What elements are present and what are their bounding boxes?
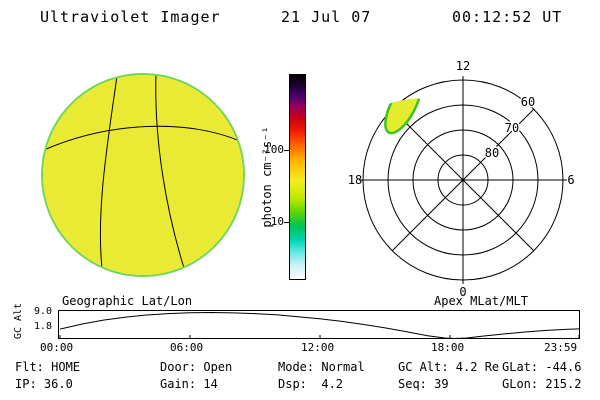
time-axis-ticks [59,335,580,339]
colorbar-tick-label: 10 [270,215,284,229]
status-ip: IP: 36.0 [15,377,73,391]
altitude-curve [59,311,580,340]
time-tick-2359: 23:59 [544,341,578,354]
status-dsp: Dsp: 4.2 [278,377,344,391]
mlt-label-18: 18 [348,173,362,187]
mlat-ring-label-80: 80 [485,146,499,160]
mlat-ring-label-70: 70 [505,121,519,135]
status-mode: Mode: Normal [278,360,365,374]
auroral-emission-blob [384,77,422,135]
uv-earth-disk-image [41,73,245,277]
time-tick-0600: 06:00 [170,341,204,354]
mlt-label-12: 12 [456,59,470,73]
status-gain: Gain: 14 [160,377,218,391]
colorbar-tick-mark [284,222,289,224]
left-panel-caption: Geographic Lat/Lon [62,294,193,308]
disk-rim [41,73,245,277]
mlat-ring-label-60: 60 [521,95,535,109]
time-tick-1800: 18:00 [431,341,465,354]
header-time: 00:12:52 UT [452,8,563,26]
status-door: Door: Open [160,360,233,374]
disk-speckle-texture [43,75,243,275]
polar-grid [359,76,567,284]
header-date: 21 Jul 07 [281,8,372,26]
status-glon: GLon: 215.2 [502,377,582,391]
geographic-grid-lines [43,75,243,269]
status-flt: Flt: HOME [15,360,81,374]
altitude-plot-canvas [59,311,580,340]
status-glat: GLat: -44.6 [502,360,582,374]
colorbar-gradient [289,74,306,280]
mlt-label-0: 0 [459,285,466,299]
altitude-ytick-top: 9.0 [33,306,52,317]
colorbar-tick-mark [284,150,289,152]
app-title: Ultraviolet Imager [40,8,221,26]
colorbar-tick-label: 100 [264,143,284,157]
apex-polar-plot: 12 18 6 0 60 70 80 [348,59,575,299]
altitude-ytick-bottom: 1.8 [33,321,52,332]
mlt-label-6: 6 [567,173,574,187]
status-seq: Seq: 39 [398,377,449,391]
status-gc-alt: GC Alt: 4.2 Re [398,360,500,374]
right-panel-caption: Apex MLat/MLT [434,294,528,308]
time-tick-1200: 12:00 [301,341,335,354]
time-tick-0000: 00:00 [40,341,74,354]
altitude-plot-frame [58,310,580,340]
